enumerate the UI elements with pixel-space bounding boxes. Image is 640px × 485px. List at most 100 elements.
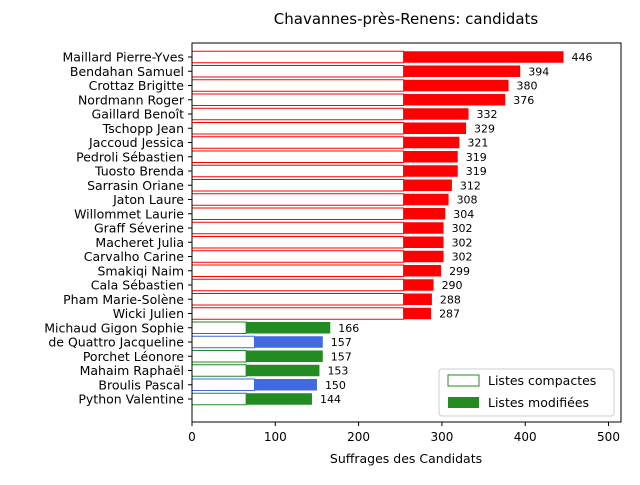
x-tick-label: 200 <box>347 430 370 444</box>
value-label: 288 <box>440 293 461 306</box>
bar-compactes <box>191 264 405 277</box>
bar-modifiees <box>403 151 458 163</box>
category-label: Python Valentine <box>78 392 184 407</box>
bar-compactes <box>191 364 247 377</box>
bar-compactes <box>191 221 405 235</box>
bar-compactes <box>191 79 405 92</box>
x-tick-label: 500 <box>597 430 620 444</box>
bar-modifiees <box>403 265 442 277</box>
bar-modifiees <box>403 122 467 134</box>
value-label: 302 <box>452 251 473 264</box>
category-label: Jaton Laure <box>112 192 184 207</box>
bar-modifiees <box>403 279 434 291</box>
bar-compactes <box>191 250 405 263</box>
category-label: Pham Marie-Solène <box>63 292 184 307</box>
x-axis-ticks: 0 100 200 300 400 500 <box>188 422 620 444</box>
category-label: Pedroli Sébastien <box>76 149 184 164</box>
bar-compactes <box>191 136 405 149</box>
value-label: 312 <box>460 179 481 192</box>
legend-label-modifiees: Listes modifiées <box>488 395 589 410</box>
bar-compactes <box>191 307 405 320</box>
category-label: Carvalho Carine <box>84 249 185 264</box>
category-label: Macheret Julia <box>95 235 184 250</box>
category-label: Porchet Léonore <box>83 349 184 364</box>
legend-swatch-compactes <box>447 374 480 387</box>
bar-compactes <box>191 179 405 192</box>
value-label: 157 <box>331 336 352 349</box>
category-label: Broulis Pascal <box>98 377 184 392</box>
bar-compactes <box>191 278 405 292</box>
bar-modifiees <box>403 65 521 77</box>
bar-modifiees <box>403 293 432 305</box>
legend-swatch-modifiees <box>448 397 479 408</box>
bar-modifiees <box>403 307 432 320</box>
legend-box <box>438 368 615 417</box>
legend-label-compactes: Listes compactes <box>488 373 596 388</box>
category-label: Willommet Laurie <box>74 206 184 221</box>
x-tick-label: 0 <box>188 430 196 444</box>
bar-compactes <box>191 65 405 78</box>
bar-compactes <box>191 392 247 406</box>
bar-modifiees <box>403 236 444 248</box>
bar-modifiees <box>403 108 469 120</box>
bar-compactes <box>191 150 405 163</box>
value-label: 150 <box>325 379 346 392</box>
bar-modifiees <box>246 364 320 377</box>
value-label: 302 <box>452 236 473 249</box>
bar-compactes <box>191 193 405 206</box>
bar-modifiees <box>403 51 564 63</box>
x-axis-title: Suffrages des Candidats <box>330 451 482 466</box>
category-label: Cala Sébastien <box>91 278 184 293</box>
category-label: Michaud Gigon Sophie <box>44 320 184 335</box>
bar-modifiees <box>403 94 506 106</box>
bar-compactes <box>191 122 405 135</box>
category-label: Mahaim Raphaël <box>80 363 184 378</box>
value-label: 290 <box>442 279 463 292</box>
x-tick-label: 300 <box>430 430 453 444</box>
x-tick-label: 100 <box>264 430 287 444</box>
value-label: 302 <box>452 222 473 235</box>
bar-modifiees <box>403 179 452 191</box>
category-label: Gaillard Benoît <box>92 107 185 122</box>
value-label: 319 <box>466 151 487 164</box>
category-label: Bendahan Samuel <box>70 64 184 79</box>
value-label: 394 <box>528 65 549 78</box>
value-label: 329 <box>474 122 495 135</box>
bar-compactes <box>191 236 405 249</box>
legend: Listes compactes Listes modifiées <box>438 368 615 417</box>
value-label: 332 <box>477 108 498 121</box>
value-label: 304 <box>453 208 474 221</box>
bar-modifiees <box>403 193 449 206</box>
bar-modifiees <box>246 322 331 334</box>
category-label: Tschopp Jean <box>102 121 184 136</box>
bar-compactes <box>191 50 405 64</box>
value-label: 321 <box>467 137 488 150</box>
category-label: Nordmann Roger <box>78 92 185 107</box>
value-label: 380 <box>517 80 538 93</box>
bar-compactes <box>191 107 405 121</box>
value-label: 157 <box>331 350 352 363</box>
bars-group <box>191 50 564 406</box>
category-label: Wicki Julien <box>113 306 184 321</box>
bar-modifiees <box>254 379 317 391</box>
bar-modifiees <box>403 79 509 92</box>
value-label: 166 <box>338 322 359 335</box>
bar-modifiees <box>246 350 323 362</box>
category-label: Maillard Pierre-Yves <box>62 50 184 65</box>
category-label: Crottaz Brigitte <box>89 78 185 93</box>
bar-modifiees <box>403 208 446 220</box>
value-label: 299 <box>449 265 470 278</box>
value-label: 446 <box>572 51 593 64</box>
value-labels: 4463943803763323293213193193123083043023… <box>320 51 593 406</box>
bar-modifiees <box>403 250 444 263</box>
value-label: 376 <box>513 94 534 107</box>
category-label: de Quattro Jacqueline <box>48 335 184 350</box>
bar-compactes <box>191 378 255 391</box>
bar-compactes <box>191 335 255 349</box>
value-label: 144 <box>320 393 341 406</box>
value-label: 153 <box>327 365 348 378</box>
chart-title: Chavannes-près-Renens: candidats <box>274 10 539 28</box>
bar-modifiees <box>403 136 460 149</box>
